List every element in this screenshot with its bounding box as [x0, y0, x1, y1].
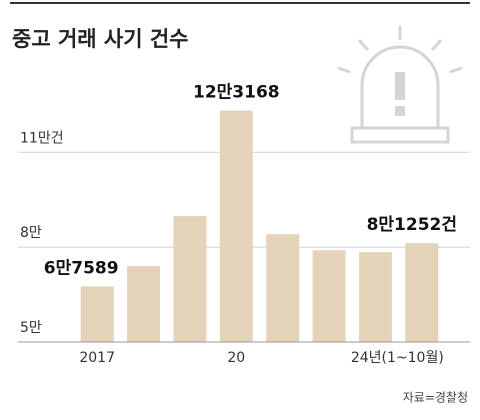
bar [127, 266, 161, 342]
value-label: 6만7589 [44, 258, 119, 278]
bar [312, 250, 346, 342]
bar [80, 286, 114, 342]
x-tick-label: 2017 [79, 350, 115, 366]
y-tick-label: 11만건 [20, 130, 64, 146]
bar [219, 110, 253, 342]
value-label: 8만1252건 [367, 215, 457, 235]
x-tick-label: 20 [227, 350, 245, 366]
chart-title: 중고 거래 사기 건수 [12, 27, 189, 51]
bar [266, 234, 300, 342]
y-tick-label: 8만 [20, 225, 42, 241]
x-tick-label: 24년(1~10월) [351, 350, 444, 366]
bar [405, 243, 439, 342]
siren-icon [337, 26, 463, 144]
source: 자료=경찰청 [403, 391, 468, 405]
y-tick-label: 5만 [20, 320, 42, 336]
bar [358, 252, 392, 342]
value-label: 12만3168 [193, 83, 280, 103]
bar [173, 216, 207, 342]
